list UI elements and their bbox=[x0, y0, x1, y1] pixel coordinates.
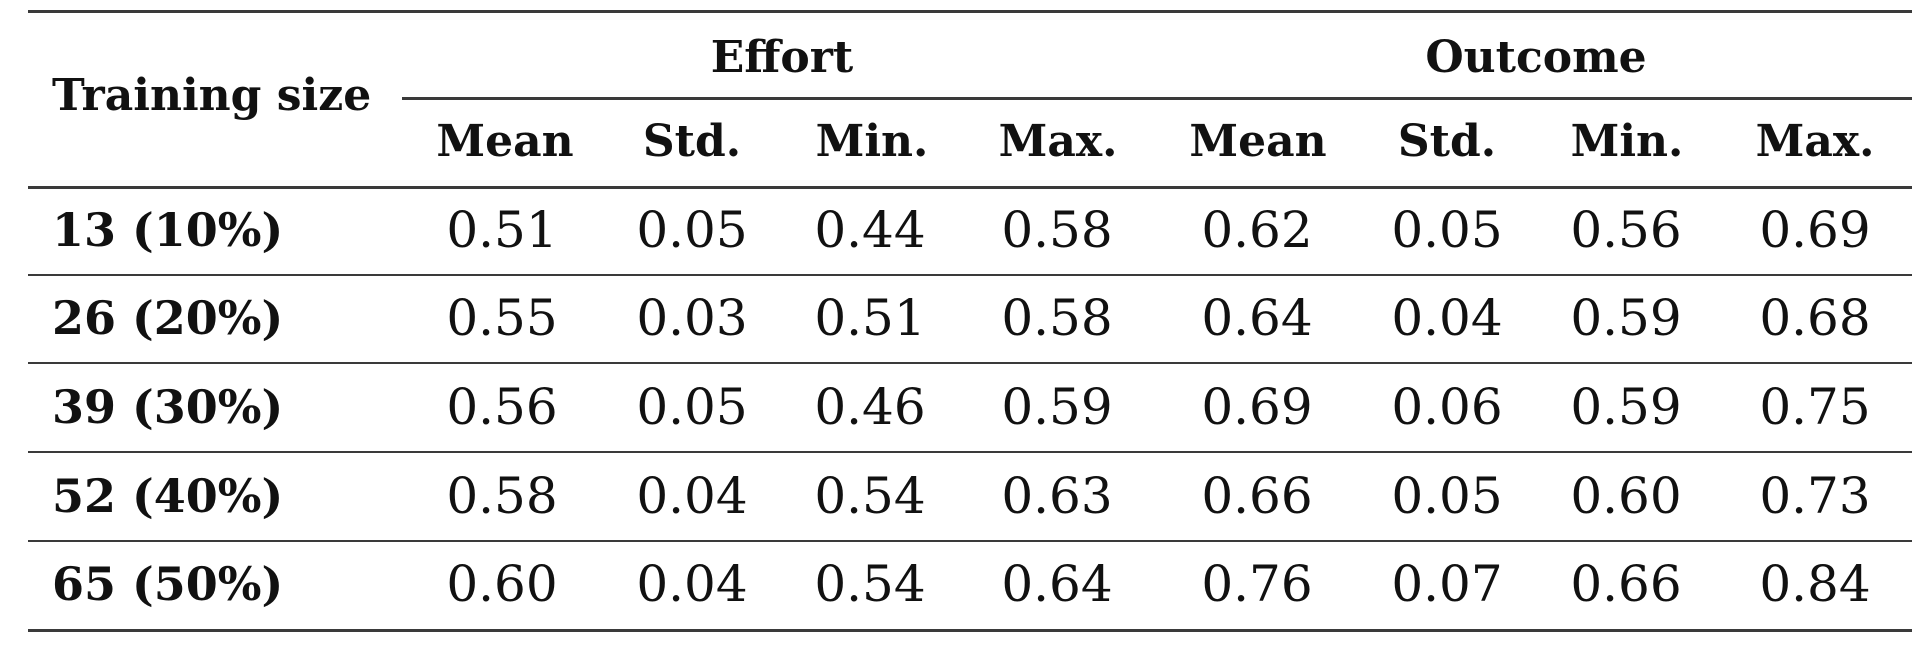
table-cell: 0.05 bbox=[1391, 201, 1503, 259]
table-bottom-rule bbox=[28, 629, 1912, 632]
row-header-training-size: Training size bbox=[52, 70, 372, 121]
table-cell: 0.64 bbox=[1001, 555, 1113, 613]
table-cell: 0.04 bbox=[636, 555, 748, 613]
table-cell: 0.68 bbox=[1759, 289, 1871, 347]
table-header-rule bbox=[28, 186, 1912, 189]
table-cell: 0.54 bbox=[814, 467, 926, 525]
table-cell: 0.66 bbox=[1570, 555, 1682, 613]
table-cell: 0.59 bbox=[1570, 378, 1682, 436]
table-cell: 0.76 bbox=[1201, 555, 1313, 613]
table-cell: 0.59 bbox=[1001, 378, 1113, 436]
table-cell: 0.63 bbox=[1001, 467, 1113, 525]
row-label: 39 (30%) bbox=[52, 380, 284, 434]
row-separator bbox=[28, 362, 1912, 364]
table-cell: 0.60 bbox=[446, 555, 558, 613]
table-cell: 0.55 bbox=[446, 289, 558, 347]
column-header: Mean bbox=[436, 116, 574, 167]
table-cell: 0.46 bbox=[814, 378, 926, 436]
table-cell: 0.06 bbox=[1391, 378, 1503, 436]
table-cell: 0.05 bbox=[636, 378, 748, 436]
group-header-rule bbox=[402, 97, 1912, 100]
table-cell: 0.54 bbox=[814, 555, 926, 613]
table-cell: 0.64 bbox=[1201, 289, 1313, 347]
table-cell: 0.66 bbox=[1201, 467, 1313, 525]
column-header: Std. bbox=[642, 116, 742, 167]
table-cell: 0.69 bbox=[1759, 201, 1871, 259]
row-label: 26 (20%) bbox=[52, 291, 284, 345]
row-separator bbox=[28, 451, 1912, 453]
column-header: Mean bbox=[1189, 116, 1327, 167]
row-label: 13 (10%) bbox=[52, 203, 284, 257]
table-cell: 0.56 bbox=[1570, 201, 1682, 259]
table-cell: 0.05 bbox=[1391, 467, 1503, 525]
table-cell: 0.05 bbox=[636, 201, 748, 259]
row-separator bbox=[28, 274, 1912, 276]
table-cell: 0.75 bbox=[1759, 378, 1871, 436]
table-cell: 0.04 bbox=[636, 467, 748, 525]
table-cell: 0.56 bbox=[446, 378, 558, 436]
row-label: 52 (40%) bbox=[52, 469, 284, 523]
table-cell: 0.58 bbox=[1001, 289, 1113, 347]
table-cell: 0.44 bbox=[814, 201, 926, 259]
column-header: Std. bbox=[1397, 116, 1497, 167]
group-header-outcome: Outcome bbox=[1425, 32, 1647, 83]
table-cell: 0.04 bbox=[1391, 289, 1503, 347]
table-cell: 0.73 bbox=[1759, 467, 1871, 525]
table-cell: 0.58 bbox=[1001, 201, 1113, 259]
table-cell: 0.59 bbox=[1570, 289, 1682, 347]
column-header: Max. bbox=[998, 116, 1118, 167]
table-cell: 0.07 bbox=[1391, 555, 1503, 613]
table-top-rule bbox=[28, 10, 1912, 13]
table-cell: 0.51 bbox=[814, 289, 926, 347]
column-header: Min. bbox=[1570, 116, 1684, 167]
column-header: Min. bbox=[815, 116, 929, 167]
table-cell: 0.69 bbox=[1201, 378, 1313, 436]
table-cell: 0.62 bbox=[1201, 201, 1313, 259]
column-header: Max. bbox=[1755, 116, 1875, 167]
table-cell: 0.58 bbox=[446, 467, 558, 525]
row-separator bbox=[28, 540, 1912, 542]
row-label: 65 (50%) bbox=[52, 557, 284, 611]
table-cell: 0.60 bbox=[1570, 467, 1682, 525]
table-cell: 0.84 bbox=[1759, 555, 1871, 613]
group-header-effort: Effort bbox=[710, 32, 854, 83]
table-cell: 0.03 bbox=[636, 289, 748, 347]
table-cell: 0.51 bbox=[446, 201, 558, 259]
